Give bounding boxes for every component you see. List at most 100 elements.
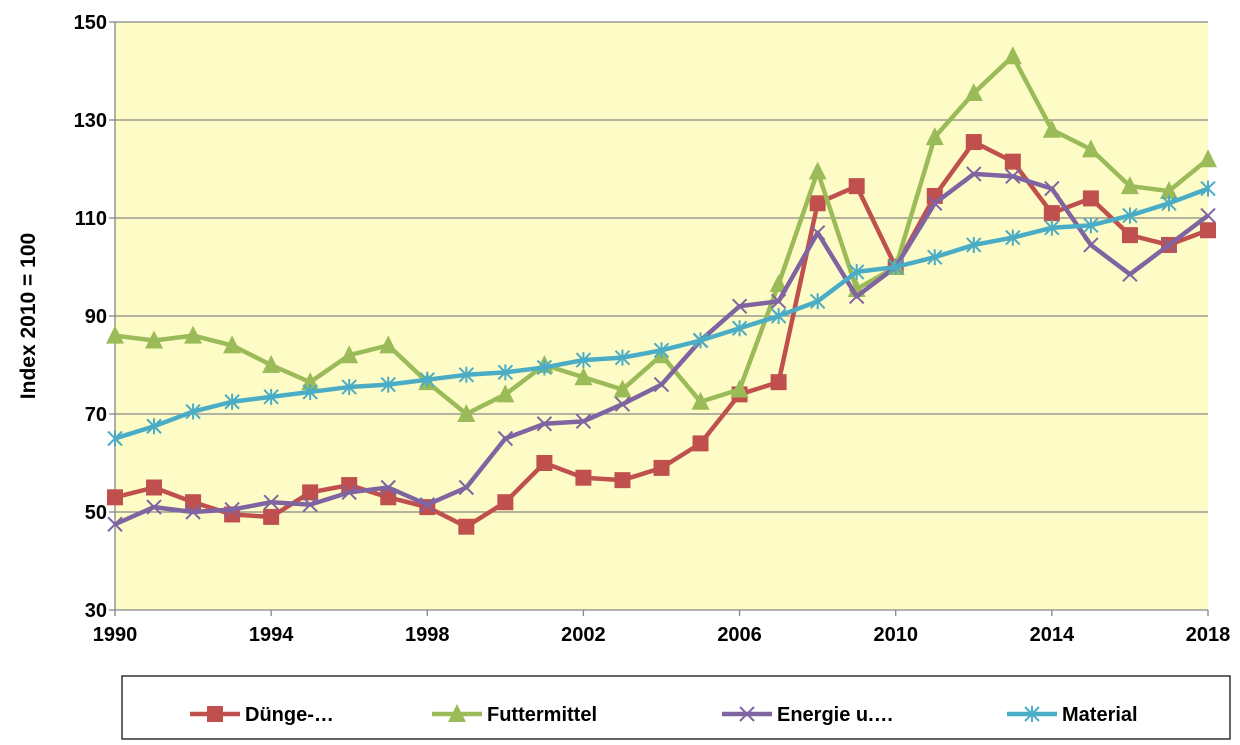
marker <box>966 166 982 182</box>
marker <box>809 224 826 241</box>
marker <box>692 435 709 452</box>
y-tick-label: 50 <box>85 502 107 524</box>
marker <box>380 376 396 393</box>
marker <box>223 335 242 354</box>
marker <box>927 249 943 266</box>
marker <box>146 418 162 435</box>
marker <box>497 430 514 447</box>
marker <box>458 479 475 496</box>
x-tick-label: 2018 <box>1186 624 1231 646</box>
marker <box>1082 190 1099 207</box>
marker <box>1081 139 1100 158</box>
marker <box>731 320 748 337</box>
marker <box>185 504 201 520</box>
marker <box>380 479 396 496</box>
marker <box>536 416 553 432</box>
marker <box>653 459 670 476</box>
marker <box>1122 207 1138 224</box>
marker <box>1003 46 1022 65</box>
marker <box>575 352 592 369</box>
marker <box>224 501 240 518</box>
marker <box>739 706 755 722</box>
x-tick-label: 2014 <box>1030 624 1075 646</box>
legend-label: Dünge-… <box>245 704 334 726</box>
marker <box>106 325 124 344</box>
marker <box>653 376 670 393</box>
marker <box>1005 168 1021 185</box>
marker <box>1044 180 1060 197</box>
marker <box>107 516 123 532</box>
marker <box>419 496 435 513</box>
x-tick-label: 2002 <box>561 624 606 646</box>
marker <box>927 195 943 212</box>
marker <box>496 384 515 403</box>
marker <box>1161 237 1177 253</box>
marker <box>809 195 826 212</box>
marker <box>730 379 749 398</box>
marker <box>1043 205 1060 222</box>
marker <box>379 335 398 354</box>
marker <box>207 706 223 722</box>
legend-label: Energie u.… <box>777 704 894 726</box>
marker <box>1004 153 1021 170</box>
marker <box>1122 266 1138 283</box>
marker <box>575 413 592 430</box>
marker <box>448 704 466 722</box>
marker <box>770 293 787 310</box>
marker <box>145 330 164 349</box>
marker <box>1199 149 1217 168</box>
legend-label: Material <box>1062 704 1138 726</box>
marker <box>965 134 982 151</box>
marker <box>458 518 475 535</box>
marker <box>1200 207 1216 224</box>
marker <box>809 293 826 310</box>
marker <box>340 345 359 364</box>
marker <box>497 494 514 511</box>
marker <box>769 274 788 293</box>
marker <box>614 349 631 366</box>
y-tick-label: 130 <box>74 110 107 132</box>
y-axis-title: Index 2010 = 100 <box>17 233 40 399</box>
marker <box>1083 237 1099 253</box>
marker <box>185 494 202 511</box>
marker <box>224 393 240 410</box>
marker <box>1200 180 1216 197</box>
marker <box>731 298 748 314</box>
marker <box>302 383 318 400</box>
marker <box>692 332 709 349</box>
marker <box>1005 229 1021 246</box>
marker <box>808 161 827 180</box>
marker <box>614 472 631 489</box>
legend-label: Futtermittel <box>487 704 597 726</box>
marker <box>263 494 279 510</box>
marker <box>419 371 435 388</box>
marker <box>691 391 710 410</box>
marker <box>888 259 904 275</box>
x-tick-label: 1990 <box>93 624 138 646</box>
marker <box>848 263 865 280</box>
marker <box>458 366 475 383</box>
marker <box>1024 706 1040 722</box>
marker <box>184 325 203 344</box>
marker <box>1161 195 1177 212</box>
marker <box>1042 119 1061 138</box>
marker <box>380 489 397 506</box>
marker <box>770 308 787 324</box>
marker <box>497 364 514 381</box>
marker <box>263 388 279 405</box>
x-tick-label: 1998 <box>405 624 450 646</box>
marker <box>574 367 593 386</box>
y-tick-label: 30 <box>85 600 107 622</box>
legend-box <box>121 675 1231 740</box>
marker <box>185 403 201 420</box>
y-tick-label: 90 <box>85 306 107 328</box>
marker <box>262 355 281 373</box>
marker <box>1120 176 1139 195</box>
marker <box>107 430 123 447</box>
y-tick-label: 110 <box>75 208 107 230</box>
marker <box>1200 222 1216 239</box>
marker <box>536 455 553 471</box>
x-tick-label: 2006 <box>717 624 762 646</box>
marker <box>146 479 163 496</box>
